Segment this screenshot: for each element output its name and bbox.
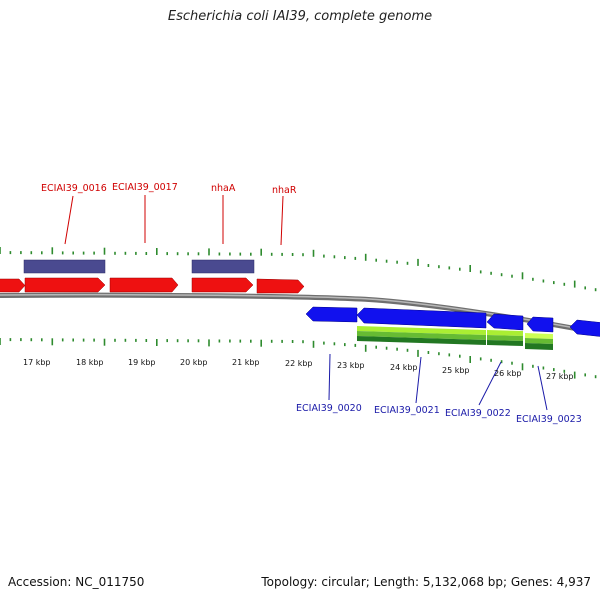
gene-label[interactable]: ECIAI39_0017 xyxy=(112,182,178,193)
scale-label: 20 kbp xyxy=(180,358,208,367)
scale-label: 19 kbp xyxy=(128,358,156,367)
cds-forward[interactable] xyxy=(191,277,254,293)
scale-label: 17 kbp xyxy=(23,358,51,367)
scale-label: 24 kbp xyxy=(390,363,418,372)
gene-label[interactable]: ECIAI39_0020 xyxy=(296,403,362,414)
cds-forward[interactable] xyxy=(256,278,305,294)
map-title: Escherichia coli IAI39, complete genome xyxy=(167,9,433,24)
accession-text: Accession: NC_011750 xyxy=(8,575,145,589)
label-leader xyxy=(478,361,502,406)
scale-label: 23 kbp xyxy=(337,361,365,370)
cds-forward[interactable] xyxy=(24,277,106,293)
inner-tick-ring xyxy=(0,338,597,379)
cds-reverse[interactable] xyxy=(305,306,358,323)
gene-label[interactable]: nhaA xyxy=(211,183,236,194)
scale-label: 27 kbp xyxy=(546,372,574,381)
label-leader xyxy=(415,356,422,404)
label-leader xyxy=(280,195,284,246)
scale-label: 26 kbp xyxy=(494,369,522,378)
genome-summary-text: Topology: circular; Length: 5,132,068 bp… xyxy=(261,575,591,589)
gc-content-band xyxy=(357,326,553,350)
scale-label: 21 kbp xyxy=(232,358,260,367)
outer-tick-ring xyxy=(0,247,597,292)
cds-forward[interactable] xyxy=(109,277,179,293)
cds-reverse[interactable] xyxy=(569,319,600,337)
scale-label: 25 kbp xyxy=(442,366,470,375)
label-leader xyxy=(328,353,331,401)
cds-forward[interactable] xyxy=(0,278,26,293)
cds-reverse[interactable] xyxy=(486,313,524,331)
gene-label[interactable]: ECIAI39_0023 xyxy=(516,414,582,425)
cds-reverse[interactable] xyxy=(356,307,487,329)
gene-label[interactable]: ECIAI39_0016 xyxy=(41,183,107,194)
gene-label[interactable]: ECIAI39_0022 xyxy=(445,408,511,419)
cds-reverse[interactable] xyxy=(526,316,554,333)
gene-label[interactable]: ECIAI39_0021 xyxy=(374,405,440,416)
gene-label[interactable]: nhaR xyxy=(272,185,297,196)
scale-label: 18 kbp xyxy=(76,358,104,367)
gene-bar[interactable] xyxy=(191,259,255,274)
label-leader xyxy=(64,195,74,245)
gene-bar[interactable] xyxy=(23,259,106,274)
scale-label: 22 kbp xyxy=(285,359,313,368)
label-leader xyxy=(537,365,548,411)
